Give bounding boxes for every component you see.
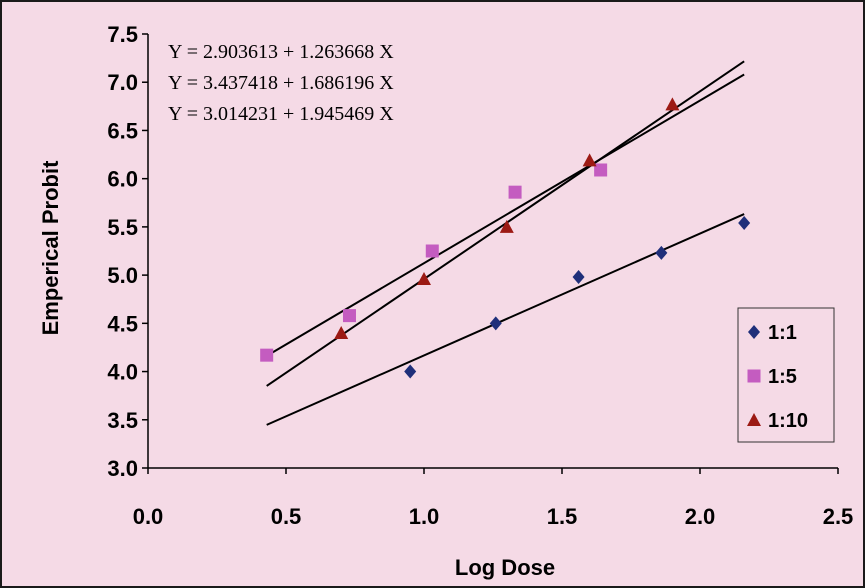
y-tick-label: 7.0 xyxy=(107,70,138,95)
equation-2: Y = 3.437418 + 1.686196 X xyxy=(168,72,394,94)
fit-line-1 xyxy=(266,213,745,426)
y-tick-label: 4.5 xyxy=(107,311,138,336)
y-tick-label: 3.0 xyxy=(107,456,138,481)
y-tick-label: 6.0 xyxy=(107,167,138,192)
point-diamond-3 xyxy=(572,270,585,285)
legend-marker-diamond xyxy=(748,325,760,339)
y-tick-label: 4.0 xyxy=(107,360,138,385)
tick-labels: 3.0 3.5 4.0 4.5 5.0 5.5 6.0 6.5 7.0 7.5 0.0 0.5 1.0 1… xyxy=(107,22,853,529)
x-tick-label: 1.5 xyxy=(547,504,578,529)
point-diamond-2 xyxy=(489,316,502,331)
equations-box: Y = 2.903613 + 1.263668 X Y = 3.437418 +… xyxy=(168,41,394,125)
point-square-1 xyxy=(260,348,274,362)
point-triangle-1 xyxy=(334,325,349,339)
equation-1: Y = 2.903613 + 1.263668 X xyxy=(168,41,394,63)
point-diamond-1 xyxy=(404,364,417,379)
x-axis-title: Log Dose xyxy=(455,555,555,580)
point-triangle-5 xyxy=(665,97,680,111)
x-tick-label: 2.5 xyxy=(823,504,854,529)
legend-marker-triangle xyxy=(747,413,761,426)
legend-label: 1:10 xyxy=(768,410,808,432)
point-diamond-4 xyxy=(655,245,668,260)
data-markers xyxy=(260,97,751,379)
y-tick-label: 6.5 xyxy=(107,118,138,143)
x-tick-label: 1.0 xyxy=(409,504,440,529)
y-tick-label: 7.5 xyxy=(107,22,138,47)
y-tick-label: 5.0 xyxy=(107,263,138,288)
legend-marker-square xyxy=(747,369,761,383)
point-square-4 xyxy=(508,185,522,199)
point-triangle-4 xyxy=(582,153,597,167)
point-square-5 xyxy=(594,163,608,177)
equation-3: Y = 3.014231 + 1.945469 X xyxy=(168,103,394,125)
x-tick-label: 2.0 xyxy=(685,504,716,529)
point-square-2 xyxy=(342,309,356,323)
point-triangle-3 xyxy=(499,219,514,233)
axes xyxy=(142,33,839,474)
y-tick-label: 3.5 xyxy=(107,408,138,433)
point-diamond-5 xyxy=(738,216,751,231)
x-tick-label: 0.5 xyxy=(271,504,302,529)
y-tick-label: 5.5 xyxy=(107,215,138,240)
legend: 1:1 1:5 1:10 xyxy=(737,307,835,443)
x-tick-label: 0.0 xyxy=(133,504,164,529)
point-triangle-2 xyxy=(417,271,431,285)
fit-line-2 xyxy=(266,73,745,357)
point-square-3 xyxy=(425,244,439,258)
legend-label: 1:5 xyxy=(768,366,797,388)
y-axis-title: Emperical Probit xyxy=(38,160,63,336)
legend-label: 1:1 xyxy=(768,322,797,344)
